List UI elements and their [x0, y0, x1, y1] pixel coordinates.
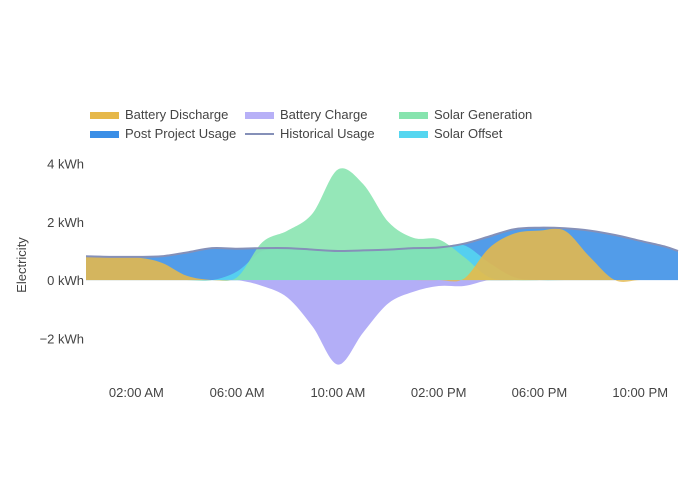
- legend-item-solar-generation[interactable]: Solar Generation: [399, 107, 532, 122]
- legend-item-historical-usage[interactable]: Historical Usage: [245, 126, 375, 141]
- legend-label: Battery Discharge: [125, 107, 228, 122]
- x-tick-label: 10:00 AM: [310, 385, 365, 400]
- legend-swatch: [399, 131, 428, 138]
- legend-swatch: [90, 112, 119, 119]
- battery-discharge-series: [86, 228, 678, 282]
- legend-swatch: [399, 112, 428, 119]
- legend-label: Solar Generation: [434, 107, 532, 122]
- x-tick-label: 10:00 PM: [612, 385, 668, 400]
- legend-item-battery-charge[interactable]: Battery Charge: [245, 107, 367, 122]
- y-tick-label: 0 kWh: [47, 273, 84, 288]
- x-tick-label: 02:00 PM: [411, 385, 467, 400]
- y-tick-label: 4 kWh: [47, 157, 84, 172]
- legend-item-post-project-usage[interactable]: Post Project Usage: [90, 126, 236, 141]
- historical-usage-series: [85, 226, 679, 258]
- legend-item-solar-offset[interactable]: Solar Offset: [399, 126, 503, 141]
- x-tick-label: 06:00 AM: [210, 385, 265, 400]
- legend: Battery Discharge Battery Charge Solar Gen…: [90, 107, 532, 141]
- y-tick-label: 2 kWh: [47, 215, 84, 230]
- legend-swatch: [90, 131, 119, 138]
- legend-label: Post Project Usage: [125, 126, 236, 141]
- legend-label: Battery Charge: [280, 107, 367, 122]
- solar-generation-series: [86, 168, 678, 281]
- legend-swatch: [245, 112, 274, 119]
- x-tick-label: 06:00 PM: [512, 385, 568, 400]
- x-axis: 02:00 AM 06:00 AM 10:00 AM 02:00 PM 06:00 PM…: [109, 385, 668, 400]
- y-axis: 4 kWh 2 kWh 0 kWh −2 kWh: [40, 157, 84, 347]
- y-tick-label: −2 kWh: [40, 331, 84, 346]
- plot-area: [85, 168, 679, 365]
- legend-label: Solar Offset: [434, 126, 503, 141]
- legend-item-battery-discharge[interactable]: Battery Discharge: [90, 107, 228, 122]
- y-axis-title: Electricity: [14, 237, 29, 293]
- legend-label: Historical Usage: [280, 126, 375, 141]
- x-tick-label: 02:00 AM: [109, 385, 164, 400]
- battery-charge-series: [86, 279, 678, 365]
